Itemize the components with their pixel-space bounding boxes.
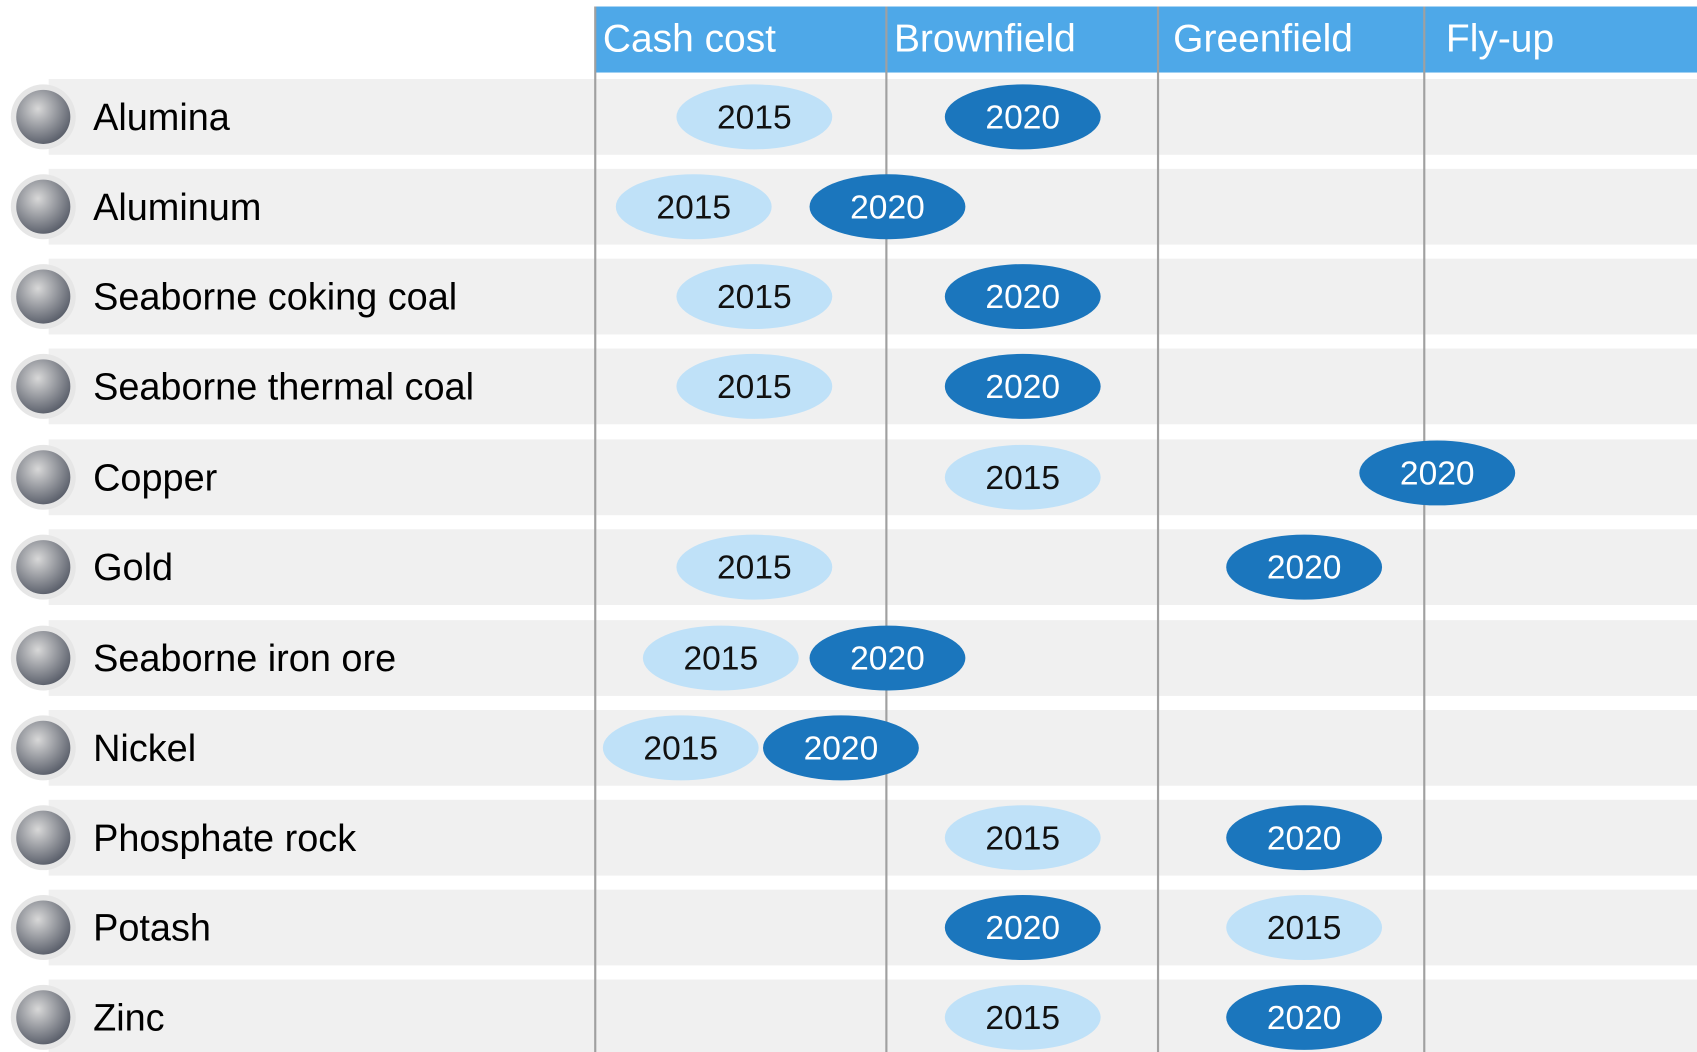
year-bubble [944,895,1101,960]
year-bubble [763,715,919,781]
row-icon [16,720,71,775]
row-label: Alumina [93,97,231,139]
year-label: 2020 [850,641,925,678]
row-icon [16,900,71,955]
row-icon [16,990,71,1045]
year-label: 2015 [717,369,792,406]
year-label: 2015 [717,550,792,587]
year-label: 2020 [1267,1000,1342,1037]
row-label: Seaborne thermal coal [93,366,474,408]
row-band [48,258,1697,335]
year-label: 2015 [656,189,731,226]
year-bubble [676,84,833,150]
year-label: 2020 [985,99,1060,136]
row-icon [16,540,71,595]
year-bubble [1226,534,1383,600]
row-label: Gold [93,547,173,589]
year-label: 2020 [1267,550,1342,587]
year-label: 2015 [985,820,1060,857]
year-label: 2020 [985,369,1060,406]
row-icon [16,810,71,865]
row-icon [16,269,71,324]
row-label: Phosphate rock [93,818,356,860]
year-bubble [944,805,1101,871]
year-bubble [944,353,1101,419]
row-label: Seaborne iron ore [93,638,396,680]
row-band [48,529,1697,606]
year-label: 2015 [717,279,792,316]
year-bubble [944,264,1101,330]
year-label: 2020 [1400,456,1475,493]
year-label: 2020 [1267,820,1342,857]
row-icon [16,179,71,234]
year-bubble [809,174,966,240]
header-band [595,6,1697,73]
year-label: 2015 [985,460,1060,497]
year-label: 2015 [643,730,718,767]
row-band [48,889,1697,966]
year-label: 2015 [1267,910,1342,947]
year-bubble [809,625,966,691]
year-label: 2020 [850,189,925,226]
row-label: Seaborne coking coal [93,277,457,319]
row-label: Potash [93,908,211,950]
year-label: 2020 [804,730,879,767]
year-bubble [676,534,833,600]
column-header: Brownfield [894,17,1076,60]
year-bubble [1226,984,1383,1050]
row-label: Aluminum [93,187,261,229]
year-bubble [602,715,759,781]
row-label: Nickel [93,728,196,770]
row-band [48,79,1697,155]
row-band [48,348,1697,425]
row-band [48,799,1697,876]
year-bubble [615,174,772,240]
year-label: 2020 [985,910,1060,947]
row-icon [16,630,71,686]
year-label: 2020 [985,279,1060,316]
year-bubble [1226,895,1383,960]
column-header: Greenfield [1173,17,1353,60]
year-bubble [642,625,799,691]
year-bubble [1226,805,1383,871]
row-icon [16,359,71,414]
column-header: Cash cost [603,17,776,60]
row-icon [16,89,71,144]
year-bubble [676,353,833,419]
year-bubble [944,444,1101,510]
year-label: 2015 [683,641,758,678]
row-icon [16,450,71,505]
row-band [48,979,1697,1052]
year-bubble [944,84,1101,150]
year-bubble [944,984,1101,1050]
column-header: Fly-up [1446,17,1554,60]
year-bubble [1359,440,1516,506]
row-label: Copper [93,457,217,499]
year-label: 2015 [985,1000,1060,1037]
year-label: 2015 [717,99,792,136]
year-bubble [676,264,833,330]
row-label: Zinc [93,997,165,1039]
